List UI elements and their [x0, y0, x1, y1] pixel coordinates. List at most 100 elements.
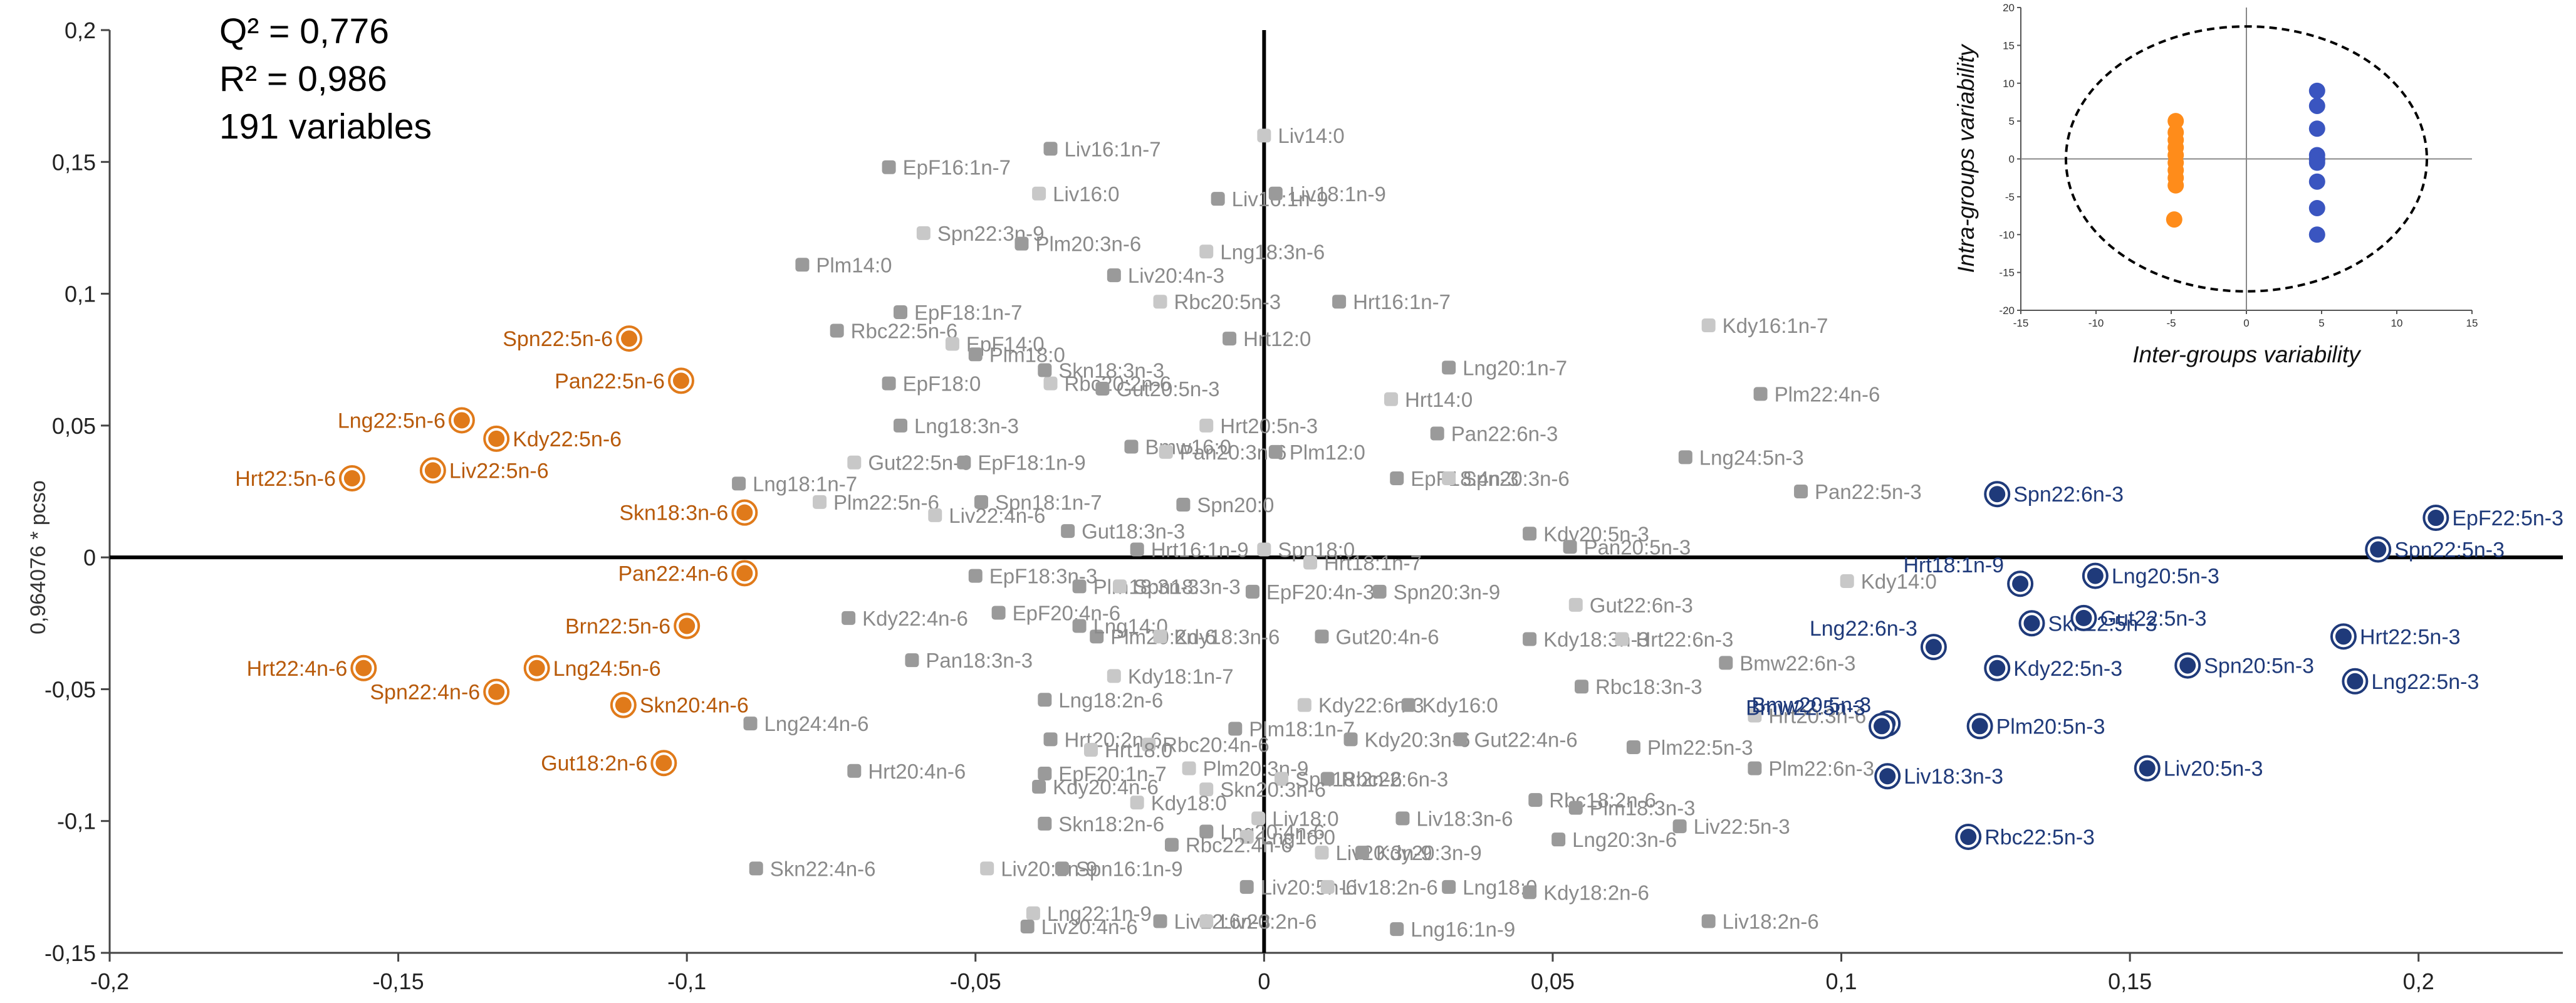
point-rbc22-5n-6	[830, 323, 844, 338]
point-lng20-4n-6	[1199, 824, 1214, 839]
inset-point-orange	[2167, 113, 2184, 130]
point-epf18-3n-3	[968, 569, 983, 583]
inset-point-blue	[2308, 226, 2325, 243]
inset-y-tick-label: -5	[2005, 191, 2015, 203]
label-skn20-4n-6: Skn20:4n-6	[640, 694, 749, 718]
label-rbc20-4n-6: Rbc20:4n-6	[1162, 733, 1270, 757]
label-kdy18-3n-6: Kdy18:3n-6	[1174, 625, 1280, 648]
label-spn20-3n-6: Spn20:3n-6	[1463, 467, 1570, 490]
point-hrt22-5n-3	[2335, 628, 2352, 645]
label-spn20-3n-9: Spn20:3n-9	[1394, 580, 1501, 604]
x-tick-label: 0,1	[1826, 969, 1857, 994]
point-gut18-3n-3	[1061, 524, 1075, 538]
x-tick-label: 0,05	[1531, 969, 1575, 994]
label-liv20-4n-6: Liv20:4n-6	[1041, 915, 1138, 938]
point-pan22-5n-3	[1794, 485, 1808, 498]
label-epf18-1n-7: EpF18:1n-7	[914, 301, 1022, 324]
orange-variables: Spn22:5n-6 Pan22:5n-6 Lng22:5n-6 Kdy22:5n-6…	[235, 325, 758, 777]
label-rbc18-2n-6: Rbc18:2n-6	[1549, 789, 1656, 812]
label-spn20-0: Spn20:0	[1197, 493, 1274, 517]
point-spn18-3n-3	[1113, 579, 1127, 594]
inset-x-tick-label: 10	[2391, 317, 2403, 329]
point-liv22-5n-3	[1672, 819, 1687, 834]
point-lng22-6n-3	[1925, 639, 1942, 656]
point-pan20-5n-3	[1563, 540, 1577, 554]
label-lng24-5n-6: Lng24:5n-6	[553, 657, 661, 681]
point-epf14-0	[945, 337, 959, 351]
y-tick-label: -0,15	[44, 940, 96, 966]
label-lng22-6n-3: Lng22:6n-3	[1810, 617, 1917, 641]
point-plm22-4n-6	[1753, 387, 1768, 401]
point-hrt18-1n-7	[1303, 555, 1318, 570]
point-skn18-2n-6	[1038, 816, 1052, 831]
point-rbc18-3n-3	[1575, 680, 1588, 694]
label-epf18-4n-3: EpF18:4n-3	[1411, 467, 1518, 490]
point-kdy18-0	[1130, 796, 1144, 810]
label-rbc22-4n-6: Rbc22:4n-6	[1186, 834, 1293, 857]
label-plm18-3n-3: Plm18:3n-3	[1590, 797, 1696, 820]
point-plm20-5n-3	[1971, 718, 1988, 735]
x-tick-label: -0,1	[667, 969, 706, 994]
label-hrt12-0: Hrt12:0	[1243, 327, 1311, 350]
label-pan22-5n-6: Pan22:5n-6	[555, 369, 665, 393]
point-epf18-1n-7	[894, 305, 908, 320]
point-lng20-1n-7	[1442, 360, 1456, 375]
label-epf22-5n-3: EpF22:5n-3	[2452, 507, 2563, 530]
point-plm20-3n-6	[1014, 236, 1029, 251]
point-liv18-3n-3	[1879, 768, 1896, 785]
label-hrt22-5n-3: Hrt22:5n-3	[2360, 625, 2461, 649]
x-tick-label: 0,15	[2108, 969, 2152, 994]
inset-y-tick-label: 0	[2009, 154, 2015, 165]
point-skn20-3n-6	[1199, 782, 1214, 797]
label-gut22-4n-6: Gut22:4n-6	[1474, 728, 1578, 751]
point-epf18-0	[882, 376, 896, 391]
point-liv16-0	[1032, 186, 1046, 201]
point-brn22-5n-6	[679, 617, 696, 634]
point-gut22-4n-6	[1453, 732, 1468, 747]
point-kdy20-3n-6	[1343, 732, 1358, 747]
point-gut20-4n-6	[1315, 629, 1329, 644]
label-liv20-3n-9: Liv20:3n-9	[1335, 841, 1432, 864]
point-kdy18-1n-7	[1107, 669, 1121, 683]
point-lng20-5n-3	[2087, 567, 2104, 584]
point-hrt22-4n-6	[355, 659, 372, 676]
label-liv14-0: Liv14:0	[1278, 124, 1344, 147]
point-pan18-3n-3	[905, 653, 919, 668]
point-epf18-4n-3	[1390, 471, 1404, 485]
variables-count: 191 variables	[219, 107, 432, 147]
label-pan18-3n-3: Pan18:3n-3	[926, 649, 1033, 672]
point-liv20-5n-6	[1239, 880, 1254, 894]
inset-point-blue	[2308, 199, 2325, 216]
point-plm22-6n-3	[1748, 761, 1762, 775]
point-rbc22-5n-3	[1960, 828, 1977, 845]
label-rbc20-5n-3: Rbc20:5n-3	[1174, 290, 1281, 313]
point-liv22-6n-3	[1153, 914, 1167, 928]
point-liv18-2n-6	[1320, 880, 1335, 894]
point-lng20-3n-6	[1551, 832, 1566, 847]
label-gut18-2n-6: Gut18:2n-6	[541, 752, 647, 775]
label-plm20-3n-9: Plm20:3n-9	[1203, 757, 1309, 780]
point-lng24-4n-6	[743, 717, 758, 731]
label-rbc18-3n-3: Rbc18:3n-3	[1595, 675, 1703, 698]
label-plm20-3n-6: Plm20:3n-6	[1035, 233, 1141, 256]
label-lng18-1n-7: Lng18:1n-7	[753, 472, 857, 495]
label-liv18-3n-6: Liv18:3n-6	[1416, 807, 1513, 831]
inset-point-blue	[2308, 152, 2325, 169]
point-liv18-0	[1251, 811, 1266, 826]
label-pan22-5n-3: Pan22:5n-3	[1815, 480, 1922, 503]
point-plm20-3n-9	[1182, 761, 1196, 775]
point-liv20-1n-9	[980, 861, 994, 876]
inset-point-blue	[2308, 173, 2325, 190]
inset-chart: -15 -10 -5 0 5 10 1520151050-5-10-15-20Inter-g…	[1953, 2, 2478, 367]
point-gut22-6n-3	[1568, 597, 1583, 612]
label-rbc22-6n-3: Rbc22:6n-3	[1342, 767, 1449, 790]
point-lng18-1n-7	[732, 476, 746, 491]
label-liv20-5n-6: Liv20:5n-6	[1261, 876, 1357, 899]
point-liv14-0	[1257, 129, 1271, 143]
label-liv20-2n-6: Liv20:2n-6	[1220, 910, 1317, 933]
point-gut22-5n-3	[2075, 609, 2092, 626]
axes: 0,20,150,10,050-0,05-0,1-0,15-0,2 -0,15 -0…	[26, 18, 2563, 994]
point-spn18-0	[1257, 542, 1271, 557]
label-rbc22-5n-6: Rbc22:5n-6	[851, 319, 958, 342]
label-plm14-0: Plm14:0	[816, 253, 892, 276]
